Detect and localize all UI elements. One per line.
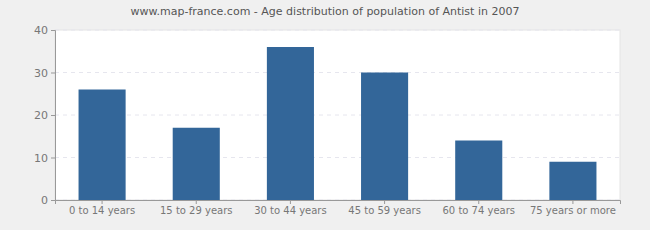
tick: 15 to 29 years	[160, 200, 233, 216]
title: www.map-france.com - Age distribution of…	[131, 5, 520, 18]
tick-mark	[51, 115, 55, 116]
bar	[173, 128, 220, 200]
tick-label: 75 years or more	[530, 205, 616, 216]
tick-mark	[478, 200, 479, 204]
plot-area	[55, 30, 620, 200]
chart: www.map-france.com - Age distribution of…	[0, 0, 650, 230]
grid-line	[55, 157, 620, 158]
tick-mark	[51, 200, 55, 201]
tick-mark	[196, 200, 197, 204]
tick-label: 40	[34, 24, 48, 37]
tick: 30	[34, 67, 55, 80]
plot: 0 10 20 30 40 0 to 14 years 15 to 29 years 30 t…	[34, 24, 621, 216]
background	[0, 0, 650, 230]
tick: 0	[41, 194, 55, 207]
bar	[361, 73, 408, 201]
tick: 40	[34, 24, 55, 37]
tick-mark	[51, 158, 55, 159]
tick-label: 20	[34, 109, 48, 122]
bar	[267, 47, 314, 200]
tick-label: 30 to 44 years	[254, 205, 327, 216]
grid-line	[55, 30, 620, 31]
tick: 0 to 14 years	[69, 200, 135, 216]
bar	[455, 141, 502, 201]
tick-mark	[384, 200, 385, 204]
y-axis: 0 10 20 30 40	[34, 24, 56, 207]
x-axis: 0 to 14 years 15 to 29 years 30 to 44 year…	[56, 200, 621, 216]
bars	[79, 47, 597, 200]
tick-mark	[102, 200, 103, 204]
axis-line	[56, 201, 621, 205]
tick-label: 45 to 59 years	[348, 205, 421, 216]
tick-mark	[51, 73, 55, 74]
grid-line	[55, 115, 620, 116]
tick: 30 to 44 years	[254, 200, 327, 216]
tick: 75 years or more	[530, 200, 616, 216]
tick-label: 30	[34, 67, 48, 80]
tick-label: 0	[41, 194, 48, 207]
tick: 60 to 74 years	[442, 200, 515, 216]
tick-label: 0 to 14 years	[69, 205, 135, 216]
grid	[55, 30, 620, 200]
tick-mark	[290, 200, 291, 204]
grid-line	[55, 72, 620, 73]
tick-label: 15 to 29 years	[160, 205, 233, 216]
tick: 10	[34, 152, 55, 165]
tick-label: 60 to 74 years	[442, 205, 515, 216]
tick-label: 10	[34, 152, 48, 165]
tick: 45 to 59 years	[348, 200, 421, 216]
tick-mark	[572, 200, 573, 204]
tick: 20	[34, 109, 55, 122]
tick-mark	[51, 30, 55, 31]
axis-line	[51, 31, 56, 201]
bar	[79, 90, 126, 201]
bar	[549, 162, 596, 200]
